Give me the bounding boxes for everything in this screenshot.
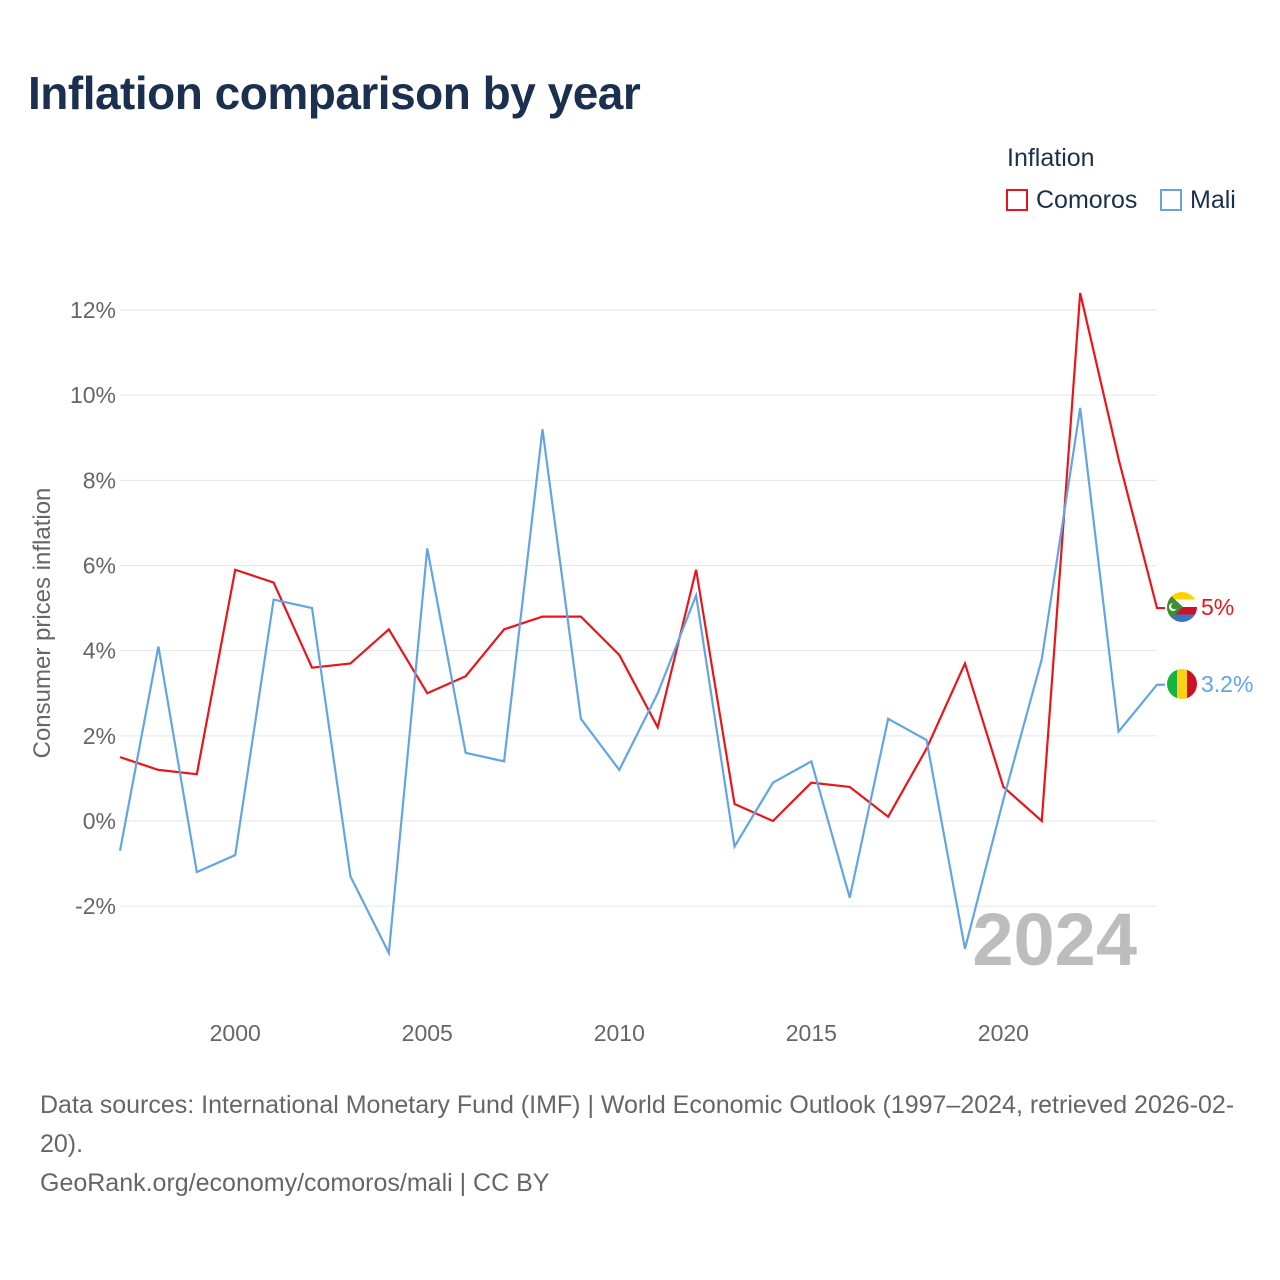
end-label-mali: 3.2%: [1201, 671, 1253, 697]
gridlines: [120, 309, 1157, 907]
x-tick-label: 2020: [978, 1020, 1029, 1046]
inflation-line-chart: -2% 0% 2% 4% 6% 8% 10% 12% 2000 2005 2010 2015 2020…: [29, 292, 1253, 1046]
x-tick-label: 2010: [594, 1020, 645, 1046]
x-tick-label: 2015: [786, 1020, 837, 1046]
x-tick-label: 2000: [210, 1020, 261, 1046]
y-tick-label: 10%: [70, 382, 116, 408]
y-axis-ticks: -2% 0% 2% 4% 6% 8% 10% 12%: [70, 297, 116, 919]
chart-title: Inflation comparison by year: [28, 67, 641, 119]
y-tick-label: 12%: [70, 297, 116, 323]
legend-item-comoros[interactable]: Comoros: [1006, 185, 1137, 215]
end-label-comoros: 5%: [1201, 594, 1234, 620]
year-watermark: 2024: [972, 898, 1137, 981]
mali-flag-icon: [1167, 669, 1197, 699]
y-tick-label: -2%: [75, 893, 116, 919]
legend-item-mali[interactable]: Mali: [1160, 185, 1236, 215]
attribution-link[interactable]: GeoRank.org/economy/comoros/mali | CC BY: [40, 1169, 550, 1197]
y-tick-label: 0%: [83, 808, 116, 834]
series-line-mali[interactable]: [118, 407, 1165, 957]
y-axis-label: Consumer prices inflation: [29, 488, 56, 759]
legend-swatch-mali: [1160, 189, 1182, 211]
y-tick-label: 4%: [83, 638, 116, 664]
comoros-flag-icon: [1167, 592, 1197, 622]
x-axis-ticks: 2000 2005 2010 2015 2020: [210, 1020, 1029, 1046]
legend-swatch-comoros: [1006, 189, 1028, 211]
y-tick-label: 8%: [83, 467, 116, 493]
legend-label-mali: Mali: [1190, 185, 1236, 214]
data-source-note: Data sources: International Monetary Fun…: [40, 1091, 1235, 1158]
legend-label-comoros: Comoros: [1036, 185, 1138, 214]
legend-title: Inflation: [1007, 144, 1095, 172]
footer: Data sources: International Monetary Fun…: [40, 1086, 1250, 1203]
y-tick-label: 2%: [83, 723, 116, 749]
x-tick-label: 2005: [402, 1020, 453, 1046]
y-tick-label: 6%: [83, 553, 116, 579]
series-line-comoros[interactable]: [119, 292, 1165, 824]
series-lines: [118, 292, 1165, 957]
